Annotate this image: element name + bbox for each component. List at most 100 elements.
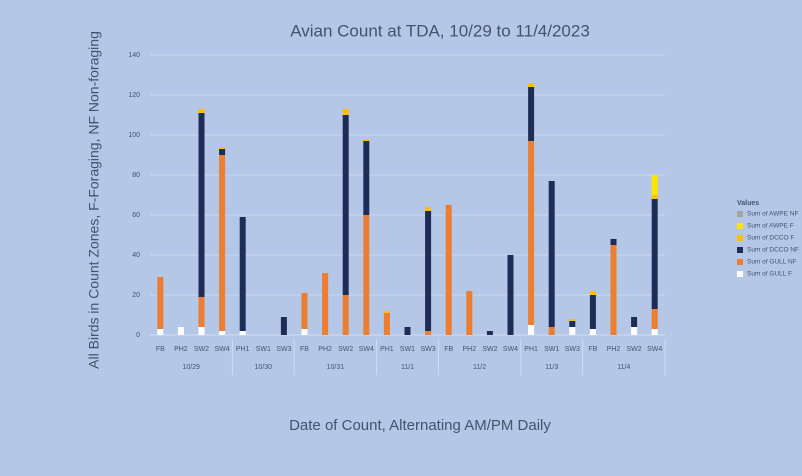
bar-segment [342,295,349,335]
x-tick-label: PH1 [236,346,250,353]
bar-segment [363,141,370,215]
bar-segment [198,297,205,327]
x-tick-label: PH2 [462,346,476,353]
x-tick-label: SW2 [194,346,209,353]
legend-swatch [737,235,743,241]
x-tick-label: SW3 [421,346,436,353]
bar-segment [610,245,617,335]
legend-swatch [737,223,743,229]
x-tick-label: FB [156,346,165,353]
bar-segment [301,329,308,335]
x-tick-label: FB [588,346,597,353]
group-label: 11/1 [401,364,414,371]
bar-segment [301,293,308,329]
bar-segment [363,215,370,335]
x-tick-label: SW1 [256,346,271,353]
group-label: 10/31 [327,364,345,371]
legend-swatch [737,247,743,253]
bar-segment [631,327,638,335]
bar-segment [157,277,164,329]
x-tick-label: SW4 [503,346,518,353]
bar-segment [404,327,411,335]
group-label: 11/3 [545,364,558,371]
x-tick-label: SW3 [565,346,580,353]
bar-segment [569,321,576,327]
bar-segment [486,331,493,335]
x-tick-label: PH2 [607,346,621,353]
bar-segment [342,115,349,295]
chart-title: Avian Count at TDA, 10/29 to 11/4/2023 [290,21,590,40]
bar-segment [631,317,638,327]
x-tick-label: SW1 [544,346,559,353]
y-tick-label: 140 [128,52,140,59]
bar-segment [589,329,596,335]
bar-segment [219,147,226,149]
legend-label: Sum of DCCO NF [747,247,799,254]
bar-segment [589,291,596,295]
bar-segment [651,199,658,309]
y-tick-label: 0 [136,332,140,339]
bar-segment [342,109,349,115]
bar-segment [589,295,596,329]
group-label: 10/30 [255,364,273,371]
bar-segment [445,205,452,335]
bar-segment [528,87,535,141]
x-tick-label: FB [444,346,453,353]
x-tick-label: PH1 [524,346,538,353]
bar-segment [569,319,576,321]
bar-segment [466,291,473,335]
y-tick-label: 120 [128,92,140,99]
y-tick-label: 40 [132,252,140,259]
bar-segment [548,327,555,335]
bar-segment [425,331,432,335]
x-tick-label: SW2 [338,346,353,353]
legend-label: Sum of GULL NF [747,259,797,266]
bar-segment [651,329,658,335]
x-tick-label: SW2 [627,346,642,353]
bar-segment [651,175,658,195]
x-tick-label: SW3 [276,346,291,353]
bar-segment [528,325,535,335]
group-label: 11/2 [473,364,486,371]
bar-segment [383,313,390,335]
x-tick-label: PH2 [174,346,188,353]
group-label: 11/4 [617,364,630,371]
x-tick-label: SW4 [647,346,662,353]
bar-segment [548,181,555,327]
bar-segment [425,211,432,331]
legend-label: Sum of AWPE F [747,223,794,230]
bar-segment [383,311,390,313]
bar-segment [219,331,226,335]
bar-segment [322,273,329,335]
bar-segment [363,139,370,141]
bar-segment [651,309,658,329]
x-tick-label: PH1 [380,346,394,353]
x-tick-label: SW2 [482,346,497,353]
y-tick-label: 80 [132,172,140,179]
bar-segment [219,149,226,155]
y-tick-label: 100 [128,132,140,139]
bar-segment [219,155,226,331]
bar-segment [528,83,535,87]
bar-segment [198,113,205,297]
bar-segment [157,329,164,335]
y-tick-label: 20 [132,292,140,299]
y-tick-label: 60 [132,212,140,219]
legend-swatch [737,259,743,265]
x-tick-label: SW4 [215,346,230,353]
bar-segment [569,327,576,335]
x-axis-title: Date of Count, Alternating AM/PM Daily [289,417,551,434]
y-axis-title: All Birds in Count Zones, F-Foraging, NF… [86,31,102,369]
bar-segment [198,109,205,113]
legend-swatch [737,271,743,277]
legend-label: Sum of DCCO F [747,235,794,242]
x-tick-label: SW1 [400,346,415,353]
legend-label: Sum of AWPE NF [747,211,798,218]
x-tick-label: PH2 [318,346,332,353]
x-tick-label: SW4 [359,346,374,353]
bar-segment [528,141,535,325]
bar-segment [425,207,432,211]
legend-label: Sum of GULL F [747,271,792,278]
bar-segment [198,327,205,335]
